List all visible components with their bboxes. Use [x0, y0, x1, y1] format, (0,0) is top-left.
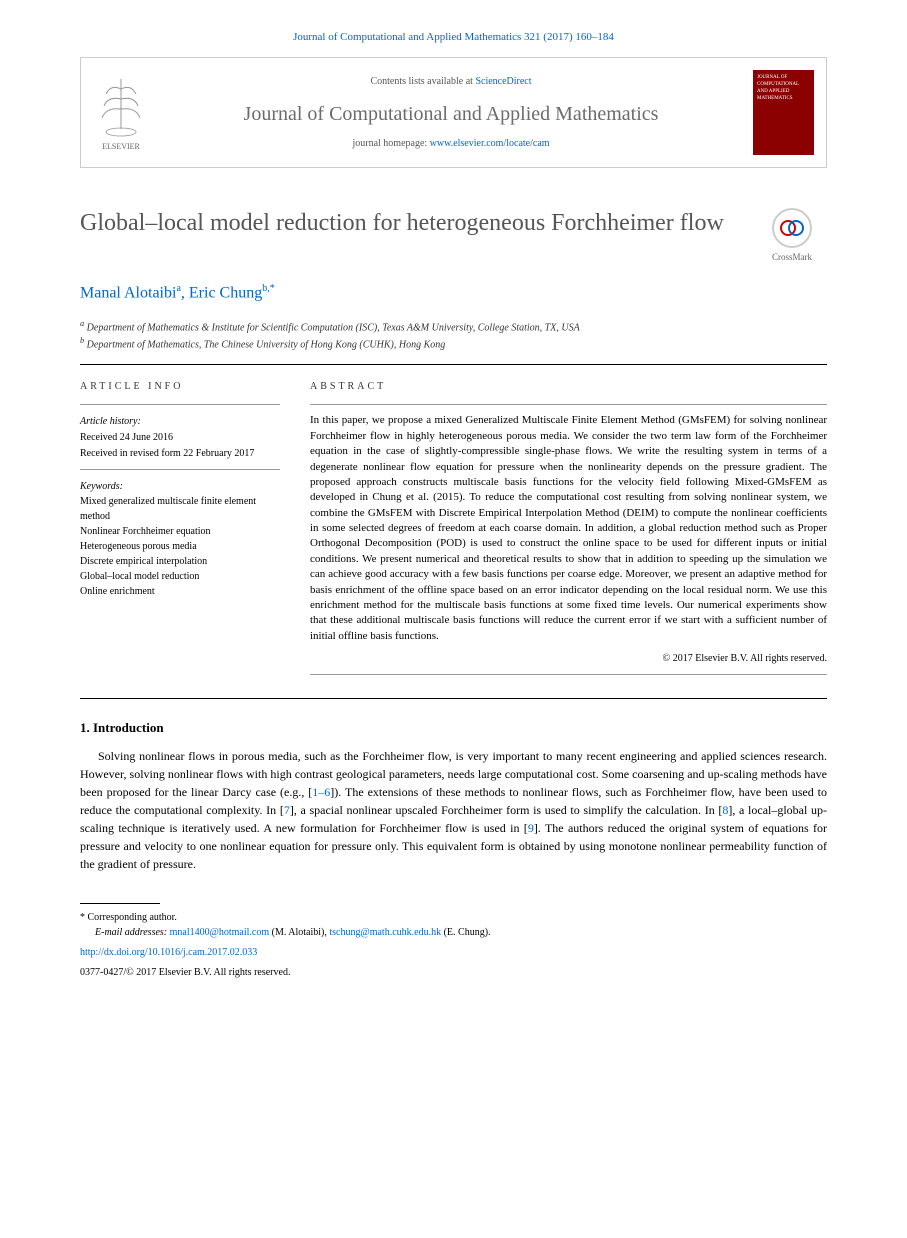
keyword: Mixed generalized multiscale finite elem…	[80, 494, 280, 524]
header-center: Contents lists available at ScienceDirec…	[161, 58, 741, 167]
homepage-prefix: journal homepage:	[352, 138, 429, 149]
corresponding-author: * Corresponding author. E-mail addresses…	[0, 910, 907, 940]
keywords-list: Mixed generalized multiscale finite elem…	[80, 494, 280, 599]
sciencedirect-link[interactable]: ScienceDirect	[475, 76, 531, 87]
ref-link[interactable]: 1–6	[312, 785, 330, 799]
keyword: Discrete empirical interpolation	[80, 554, 280, 569]
author-1-sup: a	[176, 283, 180, 294]
article-title: Global–local model reduction for heterog…	[80, 208, 737, 239]
affiliations: a Department of Mathematics & Institute …	[0, 313, 907, 365]
affil-b: b Department of Mathematics, The Chinese…	[80, 335, 827, 352]
abstract-label: ABSTRACT	[310, 380, 827, 394]
publisher-logo: ELSEVIER	[81, 58, 161, 167]
footer-separator	[80, 903, 160, 904]
crossmark-icon	[772, 208, 812, 248]
abstract-divider-bottom	[310, 674, 827, 675]
homepage-link[interactable]: www.elsevier.com/locate/cam	[430, 138, 550, 149]
keyword: Heterogeneous porous media	[80, 539, 280, 554]
running-head: Journal of Computational and Applied Mat…	[0, 0, 907, 57]
abstract-divider	[310, 404, 827, 405]
article-info-label: ARTICLE INFO	[80, 380, 280, 394]
intro-heading: 1. Introduction	[0, 699, 907, 747]
doi-link[interactable]: http://dx.doi.org/10.1016/j.cam.2017.02.…	[0, 940, 907, 966]
article-info-column: ARTICLE INFO Article history: Received 2…	[80, 380, 280, 683]
author-1[interactable]: Manal Alotaibi	[80, 284, 176, 301]
contents-prefix: Contents lists available at	[370, 76, 475, 87]
email-prefix: E-mail addresses:	[95, 927, 170, 938]
author-2-sup: b,	[262, 283, 270, 294]
crossmark-label: CrossMark	[757, 251, 827, 264]
revised-date: Received in revised form 22 February 201…	[80, 447, 280, 461]
corr-label: * Corresponding author.	[80, 910, 827, 925]
email-name-2: (E. Chung).	[441, 927, 490, 938]
abstract-copyright: © 2017 Elsevier B.V. All rights reserved…	[310, 652, 827, 666]
keyword: Online enrichment	[80, 584, 280, 599]
journal-homepage: journal homepage: www.elsevier.com/locat…	[171, 137, 731, 151]
author-2-star: *	[270, 283, 275, 294]
abstract-text: In this paper, we propose a mixed Genera…	[310, 413, 827, 644]
info-divider-2	[80, 469, 280, 470]
email-link-1[interactable]: mnal1400@hotmail.com	[170, 927, 269, 938]
authors: Manal Alotaibia, Eric Chungb,*	[0, 274, 907, 313]
journal-header-box: ELSEVIER Contents lists available at Sci…	[80, 57, 827, 168]
footer-copyright: 0377-0427/© 2017 Elsevier B.V. All right…	[0, 966, 907, 1000]
affil-a: a Department of Mathematics & Institute …	[80, 318, 827, 335]
email-link-2[interactable]: tschung@math.cuhk.edu.hk	[329, 927, 441, 938]
info-divider-1	[80, 404, 280, 405]
elsevier-tree-icon	[96, 74, 146, 139]
received-date: Received 24 June 2016	[80, 431, 280, 445]
history-heading: Article history:	[80, 415, 280, 429]
crossmark-badge[interactable]: CrossMark	[757, 208, 827, 264]
author-2[interactable]: Eric Chung	[189, 284, 262, 301]
abstract-column: ABSTRACT In this paper, we propose a mix…	[310, 380, 827, 683]
intro-paragraph: Solving nonlinear flows in porous media,…	[0, 747, 907, 873]
cover-image: JOURNAL OF COMPUTATIONAL AND APPLIED MAT…	[753, 70, 814, 155]
keywords-heading: Keywords:	[80, 480, 280, 494]
contents-available: Contents lists available at ScienceDirec…	[171, 75, 731, 89]
email-name-1: (M. Alotaibi),	[269, 927, 329, 938]
keyword: Nonlinear Forchheimer equation	[80, 524, 280, 539]
publisher-label: ELSEVIER	[96, 141, 146, 152]
journal-title: Journal of Computational and Applied Mat…	[171, 101, 731, 127]
journal-cover-thumb: JOURNAL OF COMPUTATIONAL AND APPLIED MAT…	[741, 58, 826, 167]
keyword: Global–local model reduction	[80, 569, 280, 584]
